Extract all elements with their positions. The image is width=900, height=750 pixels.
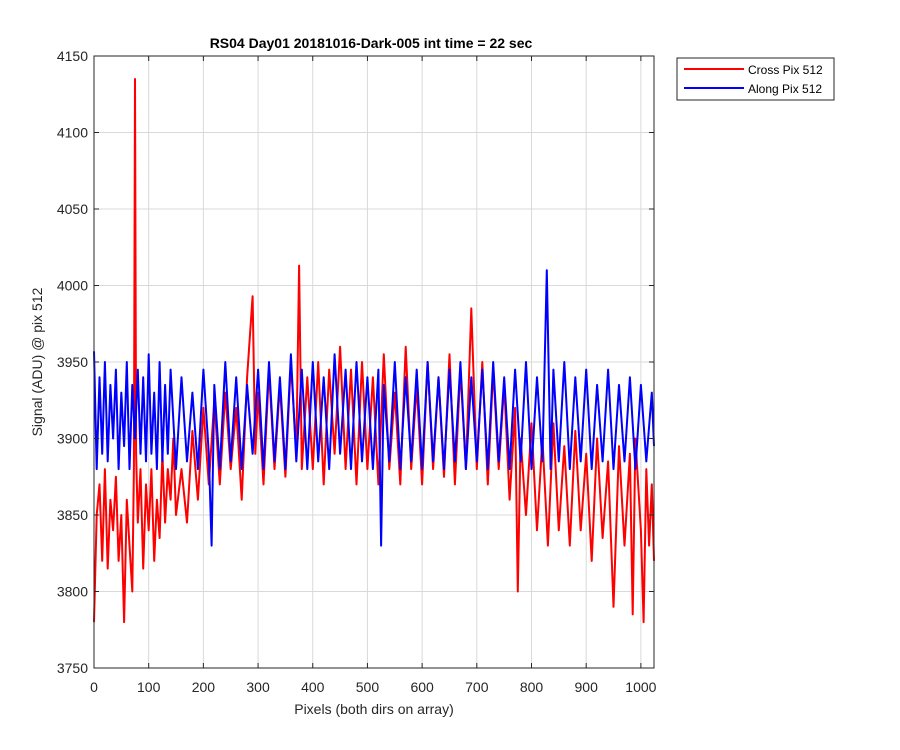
y-tick-label: 3950 bbox=[57, 354, 88, 370]
y-tick-label: 3900 bbox=[57, 431, 88, 447]
x-tick-label: 900 bbox=[575, 679, 599, 695]
y-axis-label: Signal (ADU) @ pix 512 bbox=[29, 287, 45, 436]
x-tick-label: 300 bbox=[246, 679, 270, 695]
y-tick-label: 4000 bbox=[57, 278, 88, 294]
x-tick-label: 1000 bbox=[625, 679, 656, 695]
legend: Cross Pix 512 Along Pix 512 bbox=[676, 57, 835, 101]
x-tick-label: 100 bbox=[137, 679, 161, 695]
x-tick-label: 500 bbox=[356, 679, 380, 695]
x-tick-label: 200 bbox=[192, 679, 216, 695]
y-tick-label: 4100 bbox=[57, 125, 88, 141]
x-tick-label: 700 bbox=[465, 679, 489, 695]
x-tick-label: 0 bbox=[90, 679, 98, 695]
y-tick-label: 3850 bbox=[57, 507, 88, 523]
legend-box bbox=[676, 57, 835, 101]
grid bbox=[94, 56, 654, 668]
chart-title: RS04 Day01 20181016-Dark-005 int time = … bbox=[210, 35, 533, 51]
ticks: 0 100 200 300 400 500 600 700 800 900 1000 3750 3800… bbox=[57, 48, 657, 695]
legend-label-along: Along Pix 512 bbox=[748, 82, 822, 96]
series-line-cross-pix-512 bbox=[93, 78, 655, 624]
y-tick-label: 4050 bbox=[57, 201, 88, 217]
y-tick-label: 4150 bbox=[57, 48, 88, 64]
x-tick-label: 400 bbox=[301, 679, 325, 695]
x-tick-label: 600 bbox=[410, 679, 434, 695]
y-tick-label: 3800 bbox=[57, 584, 88, 600]
y-tick-label: 3750 bbox=[57, 660, 88, 676]
series-layer bbox=[93, 78, 655, 624]
legend-label-cross: Cross Pix 512 bbox=[748, 63, 823, 77]
series-line-along-pix-512 bbox=[93, 269, 655, 547]
x-tick-label: 800 bbox=[520, 679, 544, 695]
x-axis-label: Pixels (both dirs on array) bbox=[294, 701, 454, 717]
